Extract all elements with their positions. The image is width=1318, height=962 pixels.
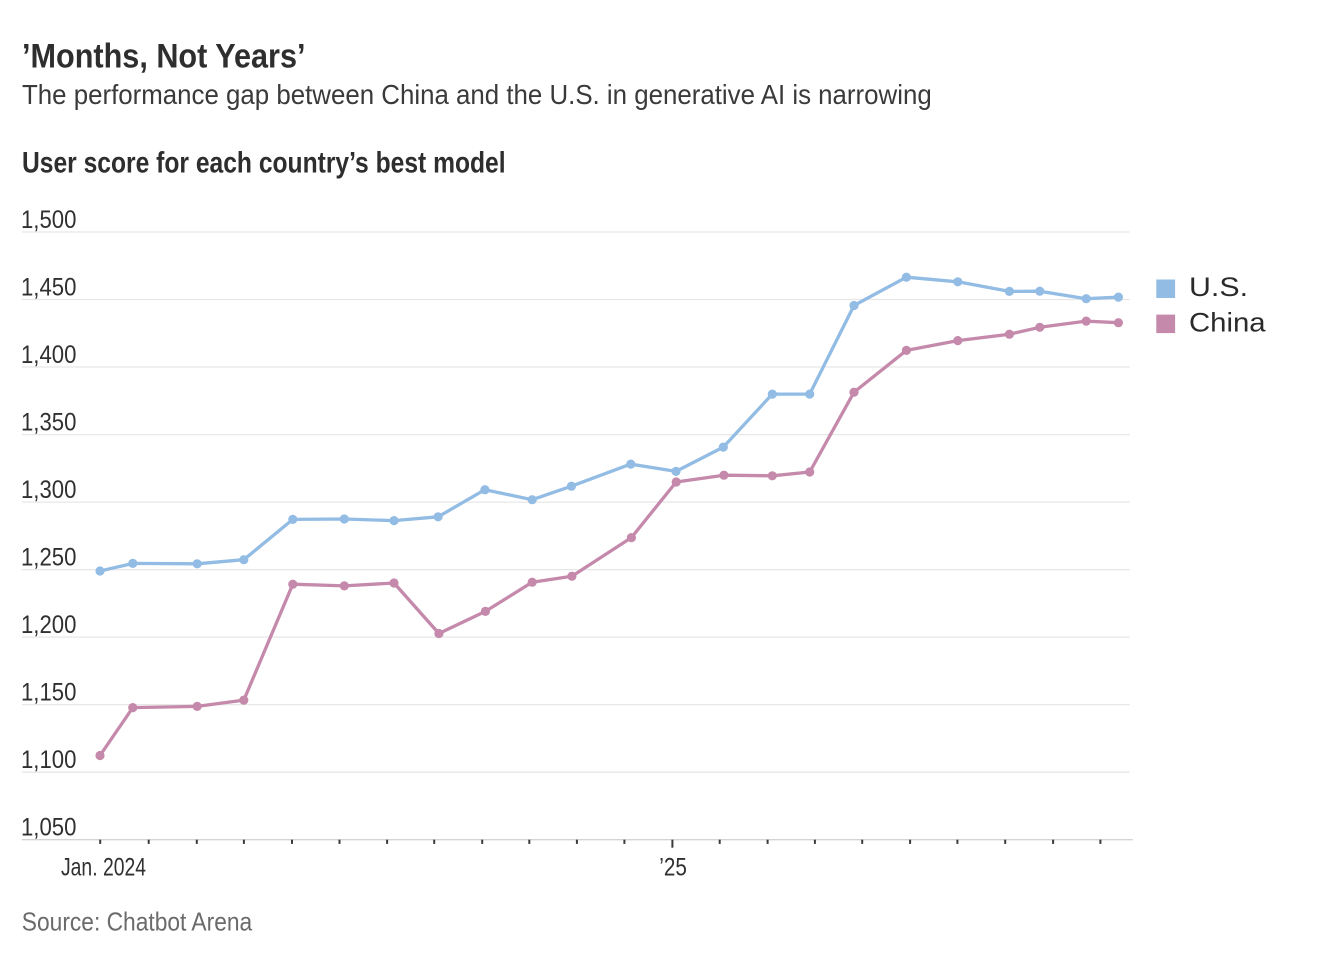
svg-text:User score for each country’s: User score for each country’s best model	[22, 146, 506, 179]
svg-text:’Months, Not Years’: ’Months, Not Years’	[22, 37, 306, 75]
svg-text:China: China	[1189, 307, 1267, 337]
svg-text:1,200: 1,200	[21, 611, 76, 639]
svg-text:The performance gap between Ch: The performance gap between China and th…	[22, 79, 932, 110]
svg-text:1,250: 1,250	[21, 543, 76, 571]
svg-text:’25: ’25	[659, 854, 687, 882]
svg-text:1,500: 1,500	[21, 206, 76, 234]
svg-text:U.S.: U.S.	[1189, 272, 1248, 302]
svg-text:1,300: 1,300	[21, 476, 76, 504]
svg-text:1,150: 1,150	[21, 678, 76, 706]
svg-text:1,050: 1,050	[21, 814, 76, 842]
svg-text:1,350: 1,350	[21, 408, 76, 436]
svg-text:Source: Chatbot Arena: Source: Chatbot Arena	[22, 907, 253, 937]
svg-text:Jan. 2024: Jan. 2024	[61, 854, 146, 882]
svg-text:1,450: 1,450	[21, 273, 76, 301]
svg-text:1,400: 1,400	[21, 341, 76, 369]
svg-text:1,100: 1,100	[21, 746, 76, 774]
